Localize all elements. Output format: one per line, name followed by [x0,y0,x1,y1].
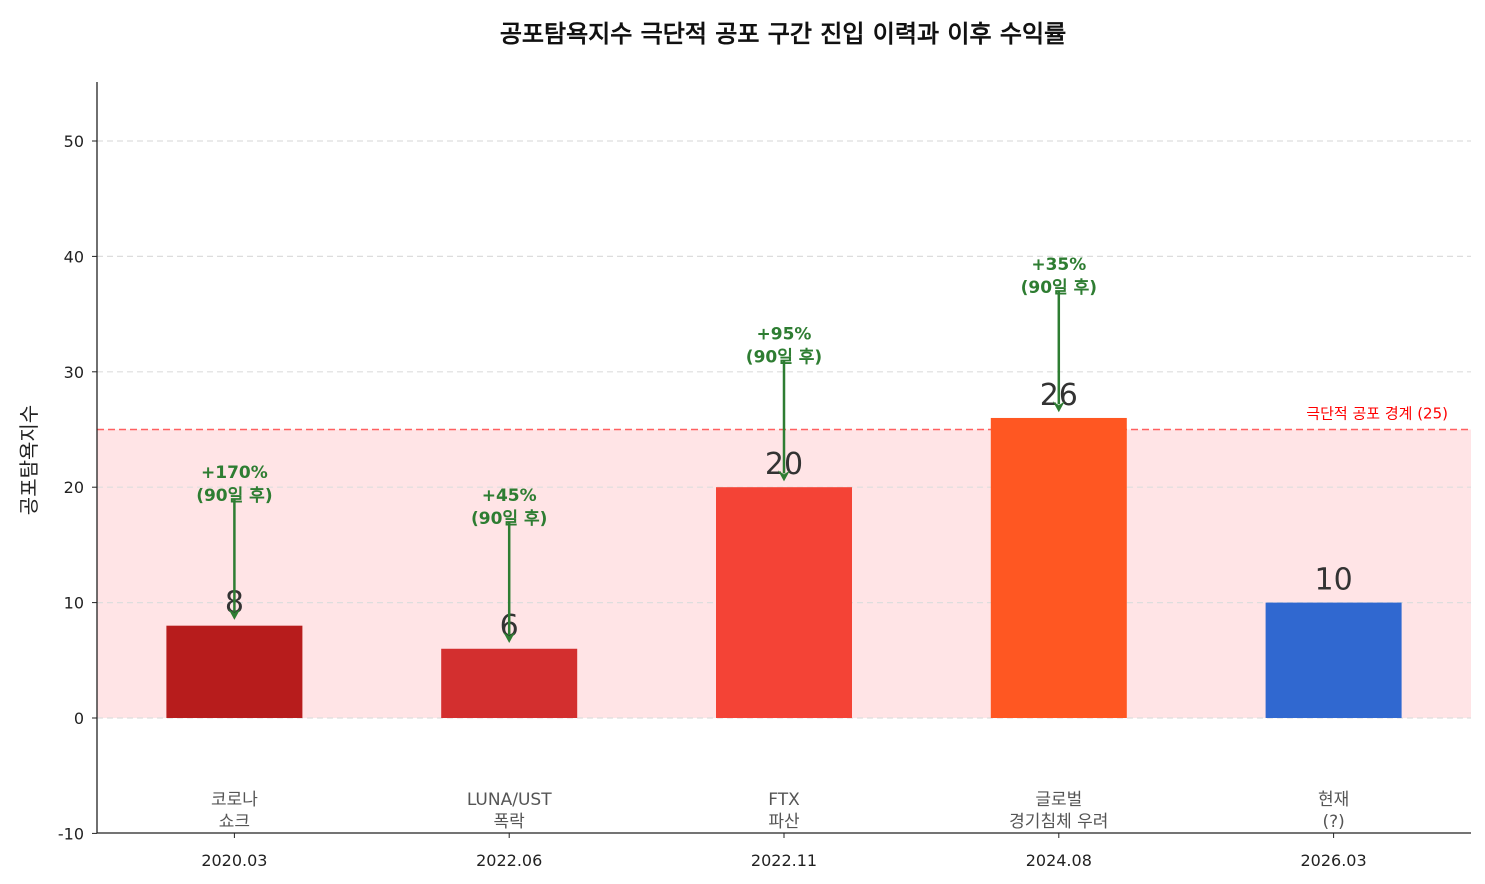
event-label: (?) [1322,812,1344,832]
return-annotation: (90일 후) [746,346,822,367]
event-label: 코로나 [211,790,258,810]
arrowhead-icon [503,631,516,643]
x-tick-label: 2024.08 [1026,851,1092,870]
y-tick-label: 50 [64,132,84,151]
threshold-label: 극단적 공포 경계 (25) [1306,405,1448,423]
return-annotation: +95% [757,324,812,344]
arrowhead-icon [228,608,241,620]
x-tick-label: 2020.03 [201,851,267,870]
return-annotation: +45% [482,486,537,506]
bar [990,417,1127,718]
return-annotation: +170% [201,463,268,483]
event-label: LUNA/UST [467,790,552,810]
return-annotation: (90일 후) [471,508,547,529]
x-tick-label: 2022.11 [751,851,817,870]
bar [716,487,852,718]
event-label: 경기침체 우려 [1009,812,1108,832]
event-label: 글로벌 [1035,790,1082,810]
bar [166,625,303,718]
y-tick-label: 20 [64,478,84,497]
x-tick-label: 2022.06 [476,851,542,870]
chart-title: 공포탐욕지수 극단적 공포 구간 진입 이력과 이후 수익률 [500,20,1066,48]
event-label: 쇼크 [219,812,250,832]
y-tick-label: 10 [64,594,84,613]
event-label: 폭락 [494,812,526,832]
arrowhead-icon [778,470,790,482]
return-annotation: +35% [1031,255,1086,275]
event-label: FTX [768,790,800,810]
arrowhead-icon [1052,401,1065,413]
event-label: 파산 [768,812,800,832]
x-tick-label: 2026.03 [1301,851,1367,870]
y-tick-label: 30 [64,363,84,382]
y-tick-label: 40 [64,247,84,266]
event-label: 현재 [1318,790,1349,810]
y-tick-label: -10 [58,824,84,843]
y-axis-label: 공포탐욕지수 [17,405,41,515]
y-tick-label: 0 [74,709,84,728]
bar [441,648,578,718]
return-annotation: (90일 후) [196,485,272,506]
bar [1265,602,1402,718]
value-label: 10 [1315,563,1353,598]
return-annotation: (90일 후) [1021,277,1097,298]
